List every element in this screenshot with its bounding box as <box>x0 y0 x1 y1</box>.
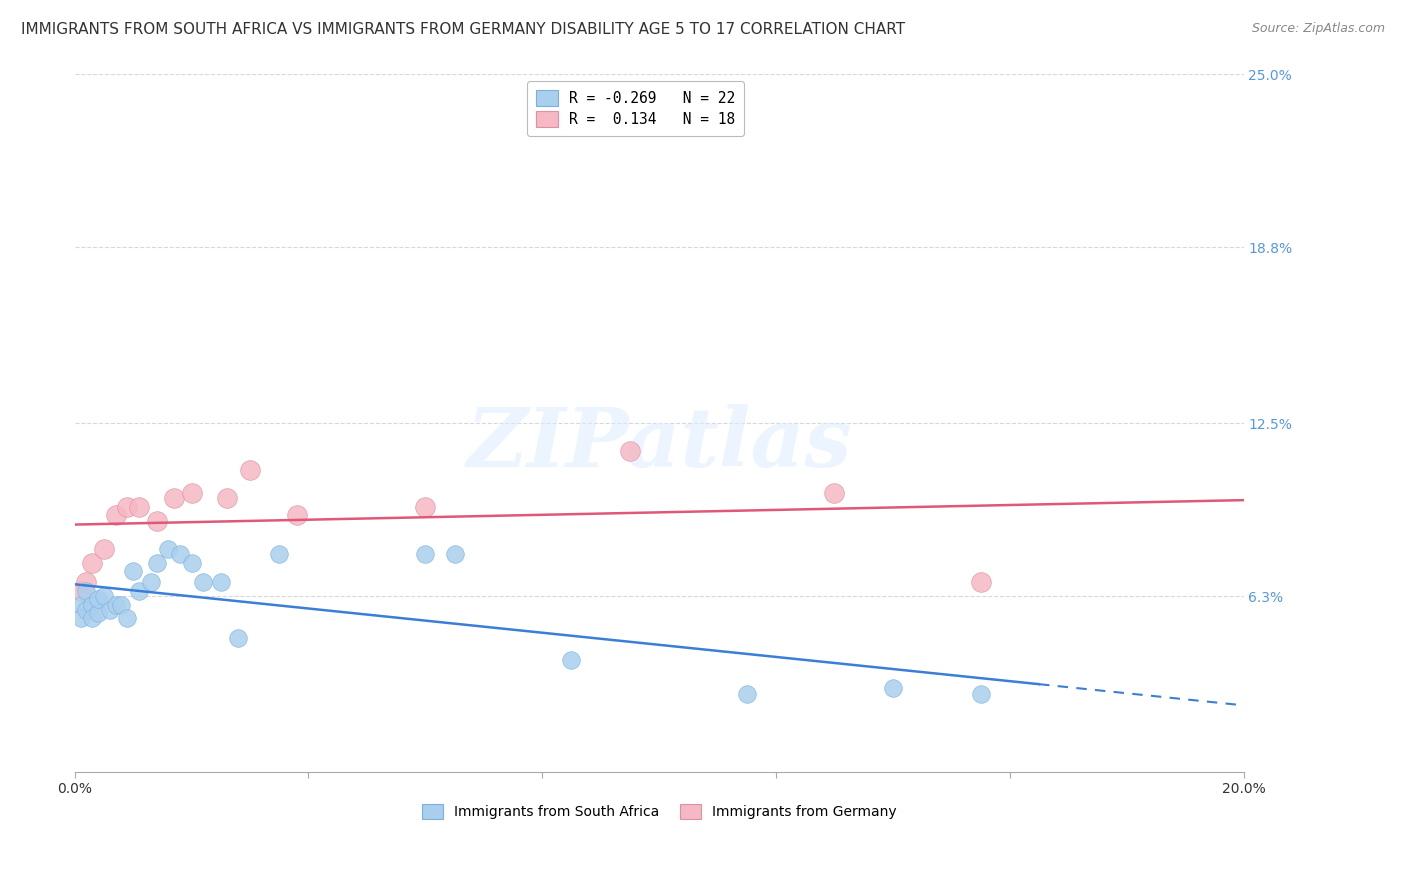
Point <box>128 583 150 598</box>
Point <box>104 508 127 523</box>
Point <box>98 603 121 617</box>
Point <box>139 575 162 590</box>
Point <box>969 575 991 590</box>
Point <box>117 500 139 514</box>
Point <box>75 603 97 617</box>
Point <box>443 547 465 561</box>
Point <box>239 463 262 477</box>
Point <box>415 500 437 514</box>
Point <box>87 591 110 606</box>
Point <box>969 687 991 701</box>
Point <box>145 514 167 528</box>
Text: IMMIGRANTS FROM SOUTH AFRICA VS IMMIGRANTS FROM GERMANY DISABILITY AGE 5 TO 17 C: IMMIGRANTS FROM SOUTH AFRICA VS IMMIGRAN… <box>21 22 905 37</box>
Point <box>215 491 238 506</box>
Point <box>824 486 846 500</box>
Point <box>619 444 641 458</box>
Legend: Immigrants from South Africa, Immigrants from Germany: Immigrants from South Africa, Immigrants… <box>416 798 903 824</box>
Point <box>157 541 180 556</box>
Point <box>163 491 186 506</box>
Text: Source: ZipAtlas.com: Source: ZipAtlas.com <box>1251 22 1385 36</box>
Point <box>82 611 104 625</box>
Point <box>87 606 110 620</box>
Point <box>209 575 232 590</box>
Point <box>69 611 91 625</box>
Point <box>104 598 127 612</box>
Point <box>69 583 91 598</box>
Point <box>93 541 115 556</box>
Point <box>93 589 115 603</box>
Point <box>269 547 291 561</box>
Point <box>180 556 202 570</box>
Point <box>415 547 437 561</box>
Point <box>145 556 167 570</box>
Point <box>69 598 91 612</box>
Point <box>560 653 582 667</box>
Point <box>193 575 215 590</box>
Point <box>228 631 250 645</box>
Point <box>169 547 191 561</box>
Point <box>285 508 308 523</box>
Point <box>117 611 139 625</box>
Point <box>735 687 758 701</box>
Point <box>128 500 150 514</box>
Point <box>110 598 132 612</box>
Point <box>122 564 145 578</box>
Point <box>82 556 104 570</box>
Point <box>180 486 202 500</box>
Point <box>75 575 97 590</box>
Point <box>75 583 97 598</box>
Text: ZIPatlas: ZIPatlas <box>467 404 852 484</box>
Point <box>882 681 904 696</box>
Point <box>82 598 104 612</box>
